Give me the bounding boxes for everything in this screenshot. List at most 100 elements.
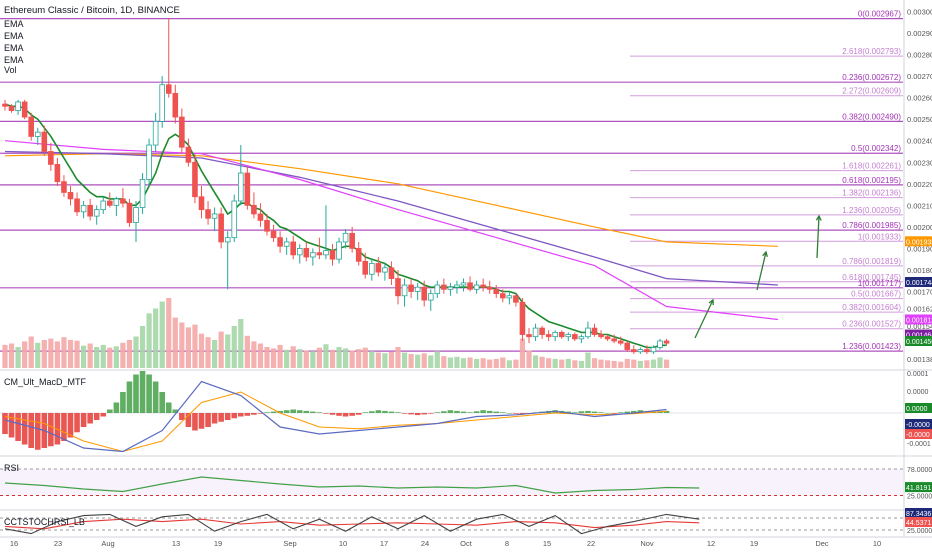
- macd-histogram-bar: [316, 412, 323, 413]
- volume-bar: [500, 357, 506, 368]
- volume-bar: [172, 317, 178, 368]
- volume-bar: [231, 326, 237, 368]
- rsi-marker: [905, 482, 932, 493]
- volume-bar: [559, 359, 565, 368]
- macd-histogram-bar: [28, 413, 34, 448]
- candle-body: [447, 286, 454, 290]
- price-tick-label: 0.002500: [907, 115, 932, 124]
- price-marker: [905, 329, 932, 340]
- candle-body: [172, 92, 179, 118]
- volume-bar: [356, 349, 362, 368]
- macd-histogram-bar: [257, 413, 264, 414]
- volume-bar: [434, 351, 440, 368]
- volume-bar: [15, 347, 21, 368]
- candle-body: [591, 327, 598, 335]
- volume-bar: [467, 357, 473, 368]
- price-tick-label: 0.002600: [907, 94, 932, 103]
- macd-signal-line: [4, 391, 667, 453]
- candle-body: [283, 241, 290, 247]
- rsi-pane-title: RSI: [4, 463, 20, 473]
- volume-bar: [139, 326, 146, 368]
- volume-bar: [205, 337, 211, 368]
- macd-histogram-bar: [349, 413, 355, 416]
- macd-histogram-bar: [454, 410, 460, 413]
- fib-label: 0.236(0.002672): [842, 73, 901, 82]
- volume-bar: [316, 347, 322, 368]
- volume-bar: [212, 340, 218, 368]
- volume-bar: [401, 352, 408, 368]
- candle-body: [329, 250, 336, 260]
- price-marker-label: 0.001456: [906, 339, 932, 346]
- macd-histogram-bar: [54, 413, 61, 445]
- volume-bar: [297, 349, 303, 368]
- candle-body: [526, 334, 532, 338]
- macd-histogram-bar: [460, 411, 467, 413]
- macd-histogram-bar: [238, 413, 244, 417]
- volume-bar: [81, 345, 87, 368]
- candle-body: [48, 151, 54, 165]
- candle-body: [192, 161, 198, 198]
- volume-bar: [663, 359, 670, 368]
- macd-histogram-bar: [591, 411, 598, 413]
- candle-body: [54, 164, 61, 183]
- candle-body: [211, 213, 218, 219]
- fib-label: 0(0.002967): [858, 10, 901, 19]
- volume-bar: [329, 349, 336, 368]
- macd-histogram-bar: [336, 413, 342, 416]
- ema-pink-line: [4, 140, 778, 321]
- macd-histogram-bar: [126, 381, 133, 413]
- time-tick-label: 16: [10, 539, 18, 548]
- macd-histogram-bar: [427, 413, 434, 414]
- volume-bar: [257, 343, 264, 368]
- macd-histogram-bar: [408, 413, 414, 415]
- indicator-ema-4: EMA: [4, 55, 24, 65]
- price-tick-label: 0.001800: [907, 266, 932, 275]
- volume-bar: [526, 350, 532, 368]
- candle-body: [231, 200, 238, 239]
- volume-bar: [192, 324, 198, 368]
- macd-histogram-bar: [165, 402, 172, 413]
- volume-bar: [185, 327, 191, 368]
- candle-body: [506, 295, 513, 299]
- time-tick-label: Oct: [460, 539, 473, 548]
- candle-body: [434, 284, 441, 295]
- indicator-ema-1: EMA: [4, 19, 24, 29]
- candle-body: [349, 232, 355, 249]
- price-tick-label: 0.001386: [907, 355, 932, 364]
- price-marker: [905, 277, 932, 288]
- time-tick-label: Sep: [283, 539, 296, 548]
- macd-histogram-bar: [15, 413, 21, 441]
- candle-body: [467, 282, 473, 290]
- volume-bar: [198, 333, 205, 368]
- macd-histogram-bar: [434, 412, 441, 413]
- time-tick-label: 17: [380, 539, 388, 548]
- volume-bar: [506, 360, 512, 368]
- volume-bar: [28, 336, 34, 368]
- volume-bar: [277, 344, 283, 368]
- rsi-line: [4, 476, 700, 494]
- macd-histogram-bar: [310, 411, 316, 413]
- price-marker-label: 0.001812: [906, 317, 932, 324]
- candle-body: [499, 293, 506, 299]
- candle-body: [113, 198, 120, 206]
- candle-body: [421, 286, 427, 301]
- macd-histogram-bar: [637, 410, 644, 413]
- candle-body: [657, 340, 663, 348]
- volume-bar: [546, 358, 552, 368]
- volume-bar: [644, 360, 650, 368]
- macd-histogram-bar: [192, 413, 198, 431]
- volume-bar: [179, 322, 185, 368]
- macd-histogram-bar: [224, 413, 231, 420]
- macd-histogram-bar: [598, 412, 604, 413]
- candle-body: [342, 232, 349, 243]
- candle-body: [165, 84, 172, 94]
- macd-histogram-bar: [133, 374, 139, 413]
- candle-body: [395, 278, 401, 297]
- candle-body: [159, 84, 166, 122]
- volume-bar: [657, 357, 663, 368]
- volume-bar: [238, 319, 244, 368]
- fib-label: 2.272(0.002609): [842, 87, 901, 96]
- candle-body: [2, 103, 8, 107]
- stoch-marker-label: 44.5371: [906, 520, 931, 527]
